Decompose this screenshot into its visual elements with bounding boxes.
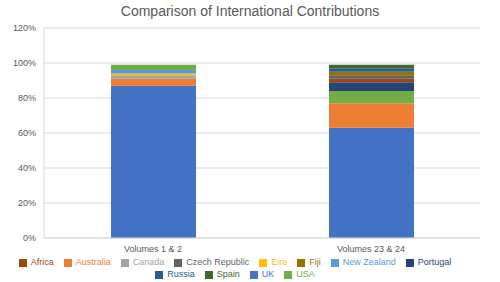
svg-text:100%: 100% — [13, 58, 36, 68]
html-text:USA: USA — [296, 269, 315, 279]
html-text:Canada: Canada — [132, 257, 165, 267]
html-text:Spain: Spain — [216, 269, 240, 279]
html-text:Australia: Australia — [75, 257, 111, 267]
html-text:UK: UK — [261, 269, 275, 279]
html-text:Eire: Eire — [271, 257, 288, 267]
html-text:Fiji: Fiji — [309, 257, 321, 267]
html-text:Russia: Russia — [167, 269, 195, 279]
svg-text:Volumes 1 & 2: Volumes 1 & 2 — [124, 244, 182, 254]
html-text:New Zealand: New Zealand — [342, 257, 396, 267]
svg-text:80%: 80% — [18, 93, 36, 103]
html-text:Portugal: Portugal — [417, 257, 452, 267]
svg-text:60%: 60% — [18, 128, 36, 138]
html-text:Africa: Africa — [30, 257, 54, 267]
svg-text:40%: 40% — [18, 163, 36, 173]
svg-text:0%: 0% — [23, 233, 36, 243]
html-text:Comparison of International Co: Comparison of International Contribution… — [120, 3, 380, 19]
svg-text:20%: 20% — [18, 198, 36, 208]
svg-text:Volumes 23 & 24: Volumes 23 & 24 — [337, 244, 405, 254]
html-text:Czech Republic: Czech Republic — [186, 257, 250, 267]
svg-text:120%: 120% — [13, 23, 36, 33]
